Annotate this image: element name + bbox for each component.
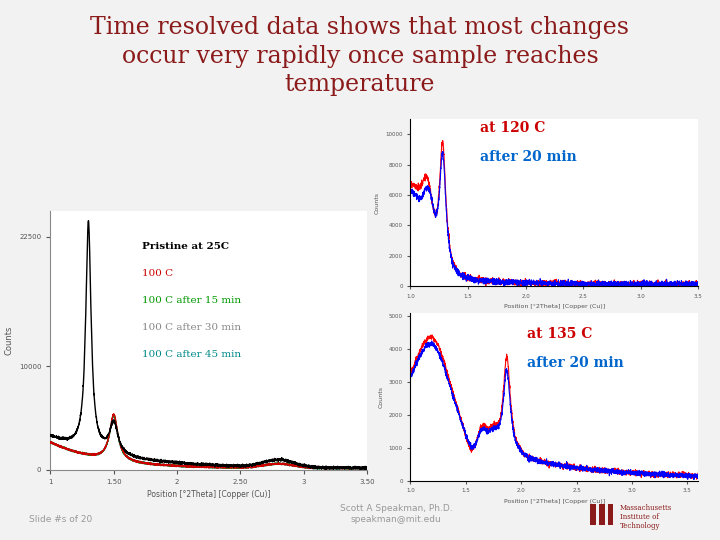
Y-axis label: Counts: Counts	[374, 192, 379, 213]
Text: Scott A Speakman, Ph.D.
speakman@mit.edu: Scott A Speakman, Ph.D. speakman@mit.edu	[340, 504, 452, 524]
Text: Time resolved data shows that most changes
occur very rapidly once sample reache: Time resolved data shows that most chang…	[91, 16, 629, 96]
X-axis label: Position [°2Theta] [Copper (Cu)]: Position [°2Theta] [Copper (Cu)]	[504, 305, 605, 309]
Text: after 20 min: after 20 min	[527, 356, 624, 370]
Text: 100 C after 30 min: 100 C after 30 min	[142, 322, 240, 332]
Text: 100 C after 45 min: 100 C after 45 min	[142, 349, 240, 359]
Text: 100 C: 100 C	[142, 269, 173, 278]
X-axis label: Position [°2Theta] [Copper (Cu)]: Position [°2Theta] [Copper (Cu)]	[504, 499, 605, 504]
Text: at 135 C: at 135 C	[527, 327, 592, 341]
Text: after 20 min: after 20 min	[480, 150, 576, 164]
Text: Slide #s of 20: Slide #s of 20	[29, 515, 92, 524]
Text: Massachusetts
Institute of
Technology: Massachusetts Institute of Technology	[620, 504, 672, 530]
Y-axis label: Counts: Counts	[4, 326, 13, 355]
Y-axis label: Counts: Counts	[378, 386, 383, 408]
Text: 100 C after 15 min: 100 C after 15 min	[142, 295, 240, 305]
X-axis label: Position [°2Theta] [Copper (Cu)]: Position [°2Theta] [Copper (Cu)]	[147, 490, 271, 500]
Text: Pristine at 25C: Pristine at 25C	[142, 242, 229, 251]
Text: at 120 C: at 120 C	[480, 121, 545, 135]
